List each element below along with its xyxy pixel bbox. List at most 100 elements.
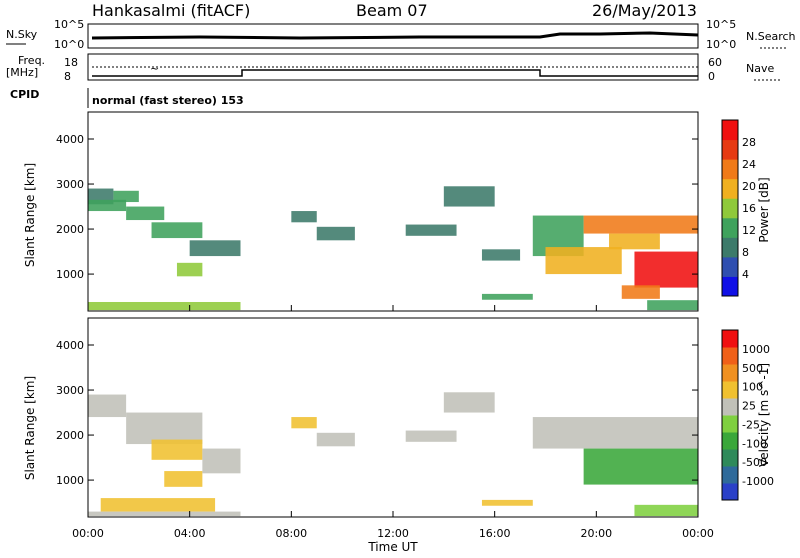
nsky-label: N.Sky <box>6 28 38 41</box>
velocity-cell-13 <box>583 448 698 485</box>
power-colorbar-tick-0: 28 <box>742 136 756 149</box>
freq-blip: ~ <box>150 62 159 75</box>
velocity-ytick-label-0: 1000 <box>56 474 84 487</box>
power-cell-8 <box>291 211 317 223</box>
power-colorbar-tick-1: 24 <box>742 158 756 171</box>
x-tick-label-1: 04:00 <box>174 527 206 540</box>
velocity-cell-1 <box>126 412 203 445</box>
cpid-text: normal (fast stereo) 153 <box>92 94 244 107</box>
noise-panel-frame <box>87 23 699 49</box>
power-colorbar-tick-4: 12 <box>742 224 756 237</box>
power-cell-12 <box>481 249 521 261</box>
velocity-ytick-label-1: 2000 <box>56 429 84 442</box>
power-cell-1 <box>88 199 127 212</box>
x-tick-label-4: 16:00 <box>479 527 511 540</box>
power-cell-10 <box>405 224 457 236</box>
power-colorbar-swatch-7 <box>722 139 738 160</box>
power-colorbar-label: Power [dB] <box>757 177 771 242</box>
power-ytick-label-2: 3000 <box>56 178 84 191</box>
velocity-cell-6 <box>88 511 241 517</box>
nsearch-top-tick: 10^5 <box>706 18 736 31</box>
velocity-colorbar: 1000 500 100 25 -25 -100 -500 -1000 <box>721 329 774 501</box>
power-colorbar-swatch-8 <box>722 120 738 141</box>
power-colorbar-swatch-2 <box>722 237 738 258</box>
velocity-colorbar-tick-0: 1000 <box>742 343 770 356</box>
velocity-cell-3 <box>164 471 203 487</box>
power-colorbar-swatch-1 <box>722 256 738 277</box>
velocity-colorbar-swatch-2 <box>722 449 738 467</box>
nave-bottom-tick: 0 <box>708 70 715 83</box>
power-colorbar-swatch-6 <box>722 159 738 180</box>
power-panel: 1000 2000 3000 4000 <box>56 111 699 312</box>
power-colorbar-swatch-5 <box>722 178 738 199</box>
power-colorbar-tick-2: 20 <box>742 180 756 193</box>
power-cell-4 <box>151 222 203 239</box>
velocity-panel: 1000 2000 3000 4000 <box>56 317 699 518</box>
velocity-cell-4 <box>202 448 241 474</box>
x-axis-label: Time UT <box>367 540 418 554</box>
velocity-ytick-label-2: 3000 <box>56 384 84 397</box>
freq-label: Freq. <box>18 54 45 67</box>
velocity-colorbar-swatch-1 <box>722 466 738 484</box>
power-ylabel: Slant Range [km] <box>23 163 37 267</box>
power-cell-13 <box>481 293 533 300</box>
velocity-cell-12 <box>532 417 698 449</box>
power-colorbar-tick-6: 4 <box>742 268 749 281</box>
x-tick-label-0: 00:00 <box>72 527 104 540</box>
velocity-colorbar-tick-2: 100 <box>742 381 763 394</box>
power-cell-11 <box>443 186 495 207</box>
velocity-colorbar-frame <box>721 329 739 501</box>
velocity-colorbar-swatch-5 <box>722 398 738 416</box>
velocity-cell-5 <box>100 498 216 512</box>
power-cell-18 <box>634 251 698 288</box>
x-tick-label-5: 20:00 <box>580 527 612 540</box>
velocity-colorbar-swatch-4 <box>722 415 738 433</box>
power-cell-20 <box>647 300 698 311</box>
velocity-colorbar-tick-6: -500 <box>742 456 767 469</box>
velocity-colorbar-swatch-3 <box>722 432 738 450</box>
power-colorbar: 28 24 20 16 12 8 4 <box>721 119 756 297</box>
x-tick-labels: 00:00 04:00 08:00 12:00 16:00 20:00 00:00 <box>72 527 714 540</box>
nave-label: Nave <box>746 62 774 75</box>
power-cell-15 <box>545 247 622 275</box>
x-tick-label-6: 00:00 <box>682 527 714 540</box>
velocity-cell-7 <box>291 417 317 429</box>
velocity-cell-9 <box>405 430 457 442</box>
nave-top-tick: 60 <box>708 56 722 69</box>
power-cell-7 <box>88 301 241 311</box>
velocity-cell-11 <box>481 499 533 506</box>
power-ytick-label-3: 4000 <box>56 133 84 146</box>
cpid-label: CPID <box>10 88 39 101</box>
velocity-colorbar-swatch-7 <box>722 364 738 382</box>
power-cell-3 <box>126 206 165 221</box>
freq-top-tick: 18 <box>64 56 78 69</box>
power-ytick-label-1: 2000 <box>56 223 84 236</box>
velocity-colorbar-tick-7: -1000 <box>742 475 774 488</box>
power-cell-6 <box>176 262 203 277</box>
power-colorbar-tick-3: 16 <box>742 202 756 215</box>
nsearch-bottom-tick: 10^0 <box>706 38 736 51</box>
velocity-colorbar-swatch-0 <box>722 483 738 501</box>
velocity-colorbar-tick-4: -25 <box>742 418 760 431</box>
x-tick-label-3: 12:00 <box>377 527 409 540</box>
nsky-top-tick: 10^5 <box>54 18 84 31</box>
freq-bottom-tick: 8 <box>64 70 71 83</box>
nsky-bottom-tick: 10^0 <box>54 38 84 51</box>
power-cell-5 <box>189 240 241 257</box>
power-frame <box>87 111 699 312</box>
velocity-cell-14 <box>634 504 698 517</box>
velocity-cell-0 <box>88 394 127 418</box>
power-cell-16 <box>583 215 698 234</box>
velocity-cell-10 <box>443 392 495 413</box>
date-title: 26/May/2013 <box>592 1 697 20</box>
power-cell-9 <box>316 226 355 241</box>
beam-title: Beam 07 <box>356 1 428 20</box>
power-colorbar-swatch-3 <box>722 217 738 238</box>
power-cell-2 <box>113 190 139 203</box>
velocity-cell-8 <box>316 432 355 447</box>
velocity-colorbar-swatch-9 <box>722 330 738 348</box>
freq-trace <box>92 69 698 77</box>
velocity-colorbar-label: Velocity [m s^-1] <box>757 363 771 467</box>
